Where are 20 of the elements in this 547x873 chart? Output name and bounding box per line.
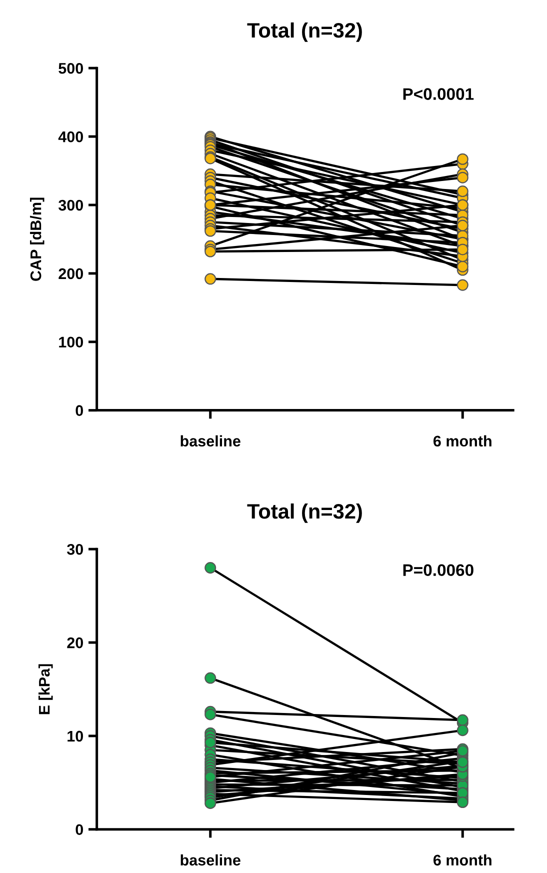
y-tick-label: 300 xyxy=(58,200,83,211)
chart-title: Total (n=32) xyxy=(247,22,362,42)
y-tick-label: 200 xyxy=(58,268,83,280)
y-tick-label: 20 xyxy=(67,637,83,648)
chart-title: Total (n=32) xyxy=(247,503,362,523)
annotation: P<0.0001 xyxy=(403,88,474,100)
x-tick-label: 6 month xyxy=(433,435,492,447)
y-tick-label: 500 xyxy=(58,62,83,74)
y-axis-title: E [kPa] xyxy=(38,664,53,714)
y-tick-label: 400 xyxy=(58,131,83,142)
annotation: P=0.0060 xyxy=(403,564,474,576)
y-tick-label: 10 xyxy=(68,730,83,742)
y-axis-title: CAP [dB/m] xyxy=(30,198,44,281)
y-tick-label: 0 xyxy=(76,405,83,416)
y-tick-label: 0 xyxy=(76,824,83,836)
y-tick-label: 100 xyxy=(59,336,83,348)
x-tick-label: baseline xyxy=(180,435,240,447)
x-tick-label: baseline xyxy=(180,854,240,866)
y-tick-label: 30 xyxy=(66,544,83,555)
x-tick-label: 6 month xyxy=(433,854,492,866)
